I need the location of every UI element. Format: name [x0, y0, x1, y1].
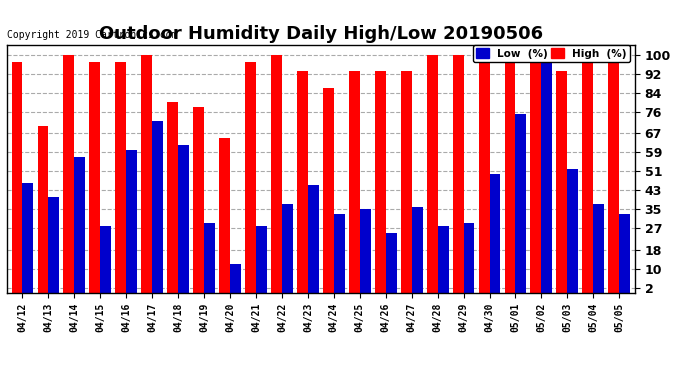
- Bar: [359, 209, 371, 292]
- Bar: [115, 62, 126, 292]
- Bar: [167, 102, 178, 292]
- Bar: [453, 54, 464, 292]
- Bar: [582, 62, 593, 292]
- Bar: [334, 214, 345, 292]
- Bar: [479, 54, 489, 292]
- Bar: [193, 107, 204, 292]
- Text: Copyright 2019 Cartronics.com: Copyright 2019 Cartronics.com: [7, 30, 177, 40]
- Bar: [230, 264, 241, 292]
- Bar: [152, 121, 163, 292]
- Bar: [593, 204, 604, 292]
- Bar: [386, 233, 397, 292]
- Bar: [349, 71, 359, 292]
- Bar: [23, 183, 33, 292]
- Bar: [412, 207, 422, 292]
- Bar: [609, 62, 619, 292]
- Bar: [464, 224, 475, 292]
- Bar: [297, 71, 308, 292]
- Bar: [12, 62, 23, 292]
- Bar: [90, 62, 100, 292]
- Bar: [271, 54, 282, 292]
- Bar: [48, 197, 59, 292]
- Bar: [282, 204, 293, 292]
- Bar: [515, 114, 526, 292]
- Bar: [75, 157, 86, 292]
- Bar: [556, 71, 567, 292]
- Bar: [323, 88, 334, 292]
- Bar: [531, 62, 542, 292]
- Bar: [426, 54, 437, 292]
- Bar: [401, 71, 412, 292]
- Bar: [100, 226, 111, 292]
- Bar: [437, 226, 448, 292]
- Bar: [567, 169, 578, 292]
- Bar: [375, 71, 386, 292]
- Bar: [489, 174, 500, 292]
- Bar: [37, 126, 48, 292]
- Bar: [178, 145, 189, 292]
- Bar: [141, 54, 152, 292]
- Bar: [204, 224, 215, 292]
- Bar: [542, 54, 552, 292]
- Title: Outdoor Humidity Daily High/Low 20190506: Outdoor Humidity Daily High/Low 20190506: [99, 26, 543, 44]
- Bar: [308, 185, 319, 292]
- Bar: [619, 214, 630, 292]
- Legend: Low  (%), High  (%): Low (%), High (%): [473, 45, 629, 62]
- Bar: [126, 150, 137, 292]
- Bar: [63, 54, 75, 292]
- Bar: [219, 138, 230, 292]
- Bar: [504, 54, 515, 292]
- Bar: [256, 226, 267, 292]
- Bar: [245, 62, 256, 292]
